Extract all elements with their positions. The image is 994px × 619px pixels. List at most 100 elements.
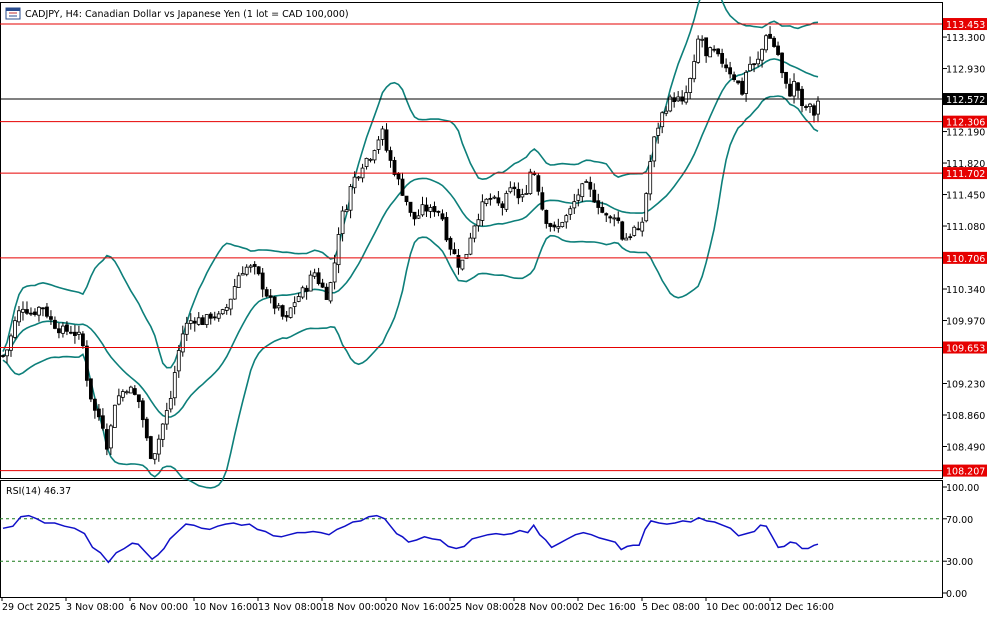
candle-body bbox=[380, 128, 385, 140]
candle-body bbox=[136, 394, 141, 403]
candle-body bbox=[65, 324, 69, 332]
candle-body bbox=[512, 186, 517, 190]
candle-body bbox=[408, 201, 413, 213]
candle-body bbox=[412, 211, 417, 220]
candle-body bbox=[468, 237, 473, 255]
candle-body bbox=[600, 206, 605, 213]
current-price-badge-label: 112.572 bbox=[946, 95, 985, 106]
candle-body bbox=[228, 298, 233, 310]
candle-body bbox=[232, 286, 237, 300]
candle-body bbox=[328, 282, 333, 302]
bollinger-middle-band bbox=[2, 58, 819, 418]
candle-body bbox=[112, 404, 117, 428]
candle-body bbox=[740, 80, 744, 95]
candle-body bbox=[796, 82, 800, 91]
candle-body bbox=[332, 262, 337, 283]
level-113-453-badge bbox=[943, 18, 987, 31]
candle-body bbox=[688, 77, 693, 93]
candle-body bbox=[432, 206, 437, 213]
level-108-207-badge bbox=[943, 464, 987, 477]
rsi-label: RSI(14) 46.37 bbox=[6, 486, 71, 497]
level-111-702-badge-label: 111.702 bbox=[946, 169, 985, 180]
candle-body bbox=[772, 37, 776, 47]
candle-body bbox=[456, 254, 461, 268]
candle-body bbox=[496, 197, 501, 204]
candle-body bbox=[208, 313, 213, 319]
candle-body bbox=[340, 210, 345, 235]
candle-body bbox=[736, 80, 740, 84]
candle-body bbox=[41, 307, 45, 310]
candle-body bbox=[244, 266, 249, 275]
candle-body bbox=[256, 266, 261, 275]
candle-body bbox=[672, 97, 677, 103]
time-tick-label: 20 Nov 16:00 bbox=[386, 602, 450, 613]
time-tick-label: 10 Dec 00:00 bbox=[706, 602, 770, 613]
candle-body bbox=[768, 33, 772, 39]
candle-body bbox=[272, 296, 277, 309]
candle-body bbox=[45, 306, 49, 317]
candle-body bbox=[720, 53, 725, 64]
candle-body bbox=[288, 307, 293, 318]
candle-body bbox=[140, 400, 145, 421]
candle-body bbox=[756, 58, 760, 65]
candle-body bbox=[776, 45, 780, 55]
candle-body bbox=[708, 47, 713, 58]
candle-body bbox=[248, 265, 253, 268]
time-axis: 29 Oct 2025 3 Nov 08:00 6 Nov 00:00 10 Nov … bbox=[1, 597, 834, 613]
candle-body bbox=[73, 331, 77, 336]
candle-body bbox=[652, 136, 657, 162]
price-tick-label: 111.820 bbox=[946, 159, 985, 170]
bollinger-bands bbox=[2, 0, 819, 489]
price-tick-label: 108.860 bbox=[946, 411, 985, 422]
price-tick-label: 109.970 bbox=[946, 317, 985, 328]
chart-title: CADJPY, H4: Canadian Dollar vs Japanese … bbox=[25, 9, 349, 20]
level-111-702-badge bbox=[943, 167, 987, 180]
candle-body bbox=[156, 438, 161, 455]
candle-body bbox=[164, 410, 169, 425]
candle-body bbox=[548, 223, 553, 227]
candle-body bbox=[500, 203, 505, 209]
candle-body bbox=[516, 188, 521, 199]
candle-body bbox=[632, 226, 637, 236]
price-tick-label: 113.300 bbox=[946, 33, 985, 44]
candle-body bbox=[300, 287, 305, 298]
rsi-tick-label: 70.00 bbox=[946, 515, 973, 526]
candle-body bbox=[800, 88, 804, 106]
time-tick-label: 6 Nov 00:00 bbox=[130, 602, 188, 613]
candle-body bbox=[744, 71, 748, 94]
time-tick-label: 29 Oct 2025 bbox=[2, 602, 61, 613]
candle-body bbox=[552, 224, 557, 228]
candle-body bbox=[608, 216, 613, 219]
candle-body bbox=[116, 395, 121, 405]
level-109-653-badge-label: 109.653 bbox=[946, 344, 985, 355]
candle-body bbox=[452, 249, 457, 255]
candle-body bbox=[436, 210, 441, 213]
candle-body bbox=[572, 201, 577, 209]
candle-body bbox=[472, 225, 477, 239]
candle-body bbox=[668, 96, 673, 112]
time-tick-label: 2 Dec 16:00 bbox=[578, 602, 636, 613]
candle-body bbox=[684, 92, 689, 103]
candle-body bbox=[416, 215, 421, 219]
candle-body bbox=[324, 286, 329, 300]
time-tick-label: 10 Nov 16:00 bbox=[194, 602, 258, 613]
level-113-453-badge-label: 113.453 bbox=[946, 20, 985, 31]
candle-body bbox=[484, 198, 489, 204]
candle-body bbox=[428, 207, 433, 212]
candles-layer bbox=[1, 26, 820, 465]
rsi-panel-frame bbox=[0, 480, 943, 598]
candle-body bbox=[84, 345, 89, 381]
price-levels: 113.453 112.306 111.702 110.706 109.653 108.2… bbox=[0, 18, 987, 478]
candle-body bbox=[29, 312, 33, 315]
candle-body bbox=[372, 150, 377, 161]
candle-body bbox=[236, 275, 241, 288]
candle-body bbox=[716, 48, 721, 55]
candle-body bbox=[540, 192, 545, 210]
time-tick-label: 12 Dec 16:00 bbox=[770, 602, 834, 613]
candle-body bbox=[37, 306, 41, 316]
candle-body bbox=[400, 178, 405, 196]
candle-body bbox=[320, 282, 325, 288]
candle-body bbox=[336, 234, 341, 266]
price-tick-label: 108.490 bbox=[946, 443, 985, 454]
candle-body bbox=[644, 193, 649, 222]
